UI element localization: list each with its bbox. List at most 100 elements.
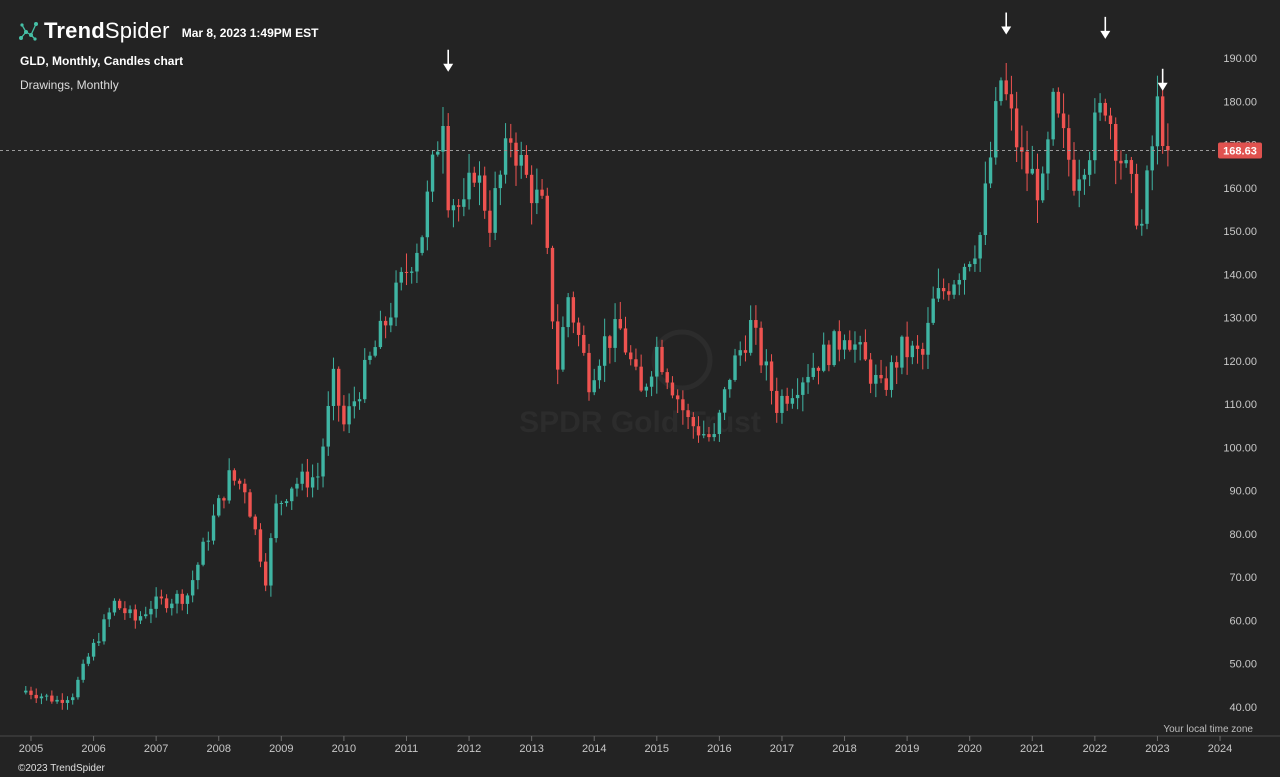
candle xyxy=(811,352,815,380)
candle-body xyxy=(1041,173,1045,201)
candle-body xyxy=(227,470,231,501)
candle-body xyxy=(775,390,779,413)
candle xyxy=(1129,156,1134,194)
candle-body xyxy=(1098,102,1102,113)
candle-body xyxy=(409,271,414,273)
candle-body xyxy=(1108,115,1113,124)
candle xyxy=(936,268,941,303)
candle-body xyxy=(827,344,831,366)
candle-body xyxy=(420,237,424,253)
candle xyxy=(691,412,696,439)
candle-body xyxy=(71,697,75,701)
candle xyxy=(717,409,722,442)
candle-body xyxy=(342,405,346,425)
candle xyxy=(347,393,351,434)
candle xyxy=(649,371,654,397)
candle xyxy=(801,377,805,412)
down-arrow-icon xyxy=(1157,68,1168,91)
candle xyxy=(894,355,899,385)
candle-body xyxy=(1025,151,1029,174)
candle-body xyxy=(629,352,633,360)
trendspider-logo[interactable]: TrendSpider xyxy=(16,18,170,44)
symbol-line[interactable]: GLD, Monthly, Candles chart xyxy=(20,54,184,68)
y-tick-label: 100.00 xyxy=(1223,442,1257,454)
candle xyxy=(868,352,873,394)
candle xyxy=(467,153,471,210)
candle-body xyxy=(91,642,96,657)
candle xyxy=(409,267,414,284)
candle-body xyxy=(441,125,445,152)
candle-body xyxy=(848,340,852,350)
y-tick-label: 80.00 xyxy=(1229,529,1257,541)
last-price-tag[interactable] xyxy=(1218,142,1262,159)
y-tick-label: 160.00 xyxy=(1223,183,1257,195)
candle xyxy=(889,355,894,398)
candle-body xyxy=(1020,147,1024,152)
down-arrow-icon xyxy=(443,49,454,72)
candle-body xyxy=(415,252,419,272)
candle-body xyxy=(1134,173,1139,226)
candle-body xyxy=(608,336,612,348)
candle xyxy=(644,383,649,397)
candle xyxy=(1108,107,1113,140)
candle-body xyxy=(248,492,252,517)
candle-body xyxy=(801,382,805,395)
candle xyxy=(879,359,883,384)
drawings-line[interactable]: Drawings, Monthly xyxy=(20,78,119,92)
candle-body xyxy=(483,175,487,211)
candle-body xyxy=(556,321,560,370)
candle xyxy=(180,589,184,611)
x-tick-label: 2020 xyxy=(957,743,981,755)
candle xyxy=(545,187,549,255)
candle xyxy=(44,693,49,701)
candle xyxy=(681,390,685,425)
candle xyxy=(34,688,38,704)
candle xyxy=(383,316,388,339)
candle xyxy=(269,533,273,597)
candle xyxy=(1145,165,1149,230)
candle-body xyxy=(613,319,617,348)
candle-body xyxy=(1160,96,1165,147)
candle-body xyxy=(592,380,596,393)
candle-body xyxy=(649,376,654,387)
candle xyxy=(112,598,117,616)
candle xyxy=(707,426,711,442)
candle-body xyxy=(623,328,628,353)
candle xyxy=(295,477,299,497)
candle-body xyxy=(44,695,49,697)
candle-body xyxy=(1035,168,1040,201)
candle xyxy=(91,638,96,661)
candle xyxy=(947,283,951,301)
x-axis[interactable]: 2005 2006 2007 2008 2009 2010 2011 2012 2013 2014… xyxy=(0,735,1280,755)
candle-body xyxy=(795,394,800,399)
x-tick-label: 2018 xyxy=(832,743,856,755)
candle-body xyxy=(253,516,257,530)
candle xyxy=(696,416,701,443)
candle xyxy=(1067,114,1071,177)
candle xyxy=(50,690,54,704)
candle-body xyxy=(816,367,821,371)
candle xyxy=(321,438,325,488)
candle-body xyxy=(1009,94,1014,109)
y-tick-label: 180.00 xyxy=(1223,96,1257,108)
brand-bold: Trend xyxy=(44,18,105,43)
candle-body xyxy=(1087,160,1092,175)
y-axis[interactable]: 40.00 50.00 60.00 70.00 80.00 90.00 100.00 110.… xyxy=(1223,53,1257,714)
candle xyxy=(795,378,800,410)
candle-body xyxy=(305,471,310,488)
y-tick-label: 60.00 xyxy=(1229,615,1257,627)
x-tick-label: 2019 xyxy=(895,743,919,755)
candle-body xyxy=(436,151,440,155)
x-tick-label: 2010 xyxy=(332,743,356,755)
candle-body xyxy=(1114,123,1118,161)
candle xyxy=(274,494,278,543)
candle-body xyxy=(764,361,769,366)
candle-body xyxy=(905,336,909,358)
candle xyxy=(571,291,576,334)
candle-body xyxy=(879,374,883,379)
candle-body xyxy=(331,368,336,407)
candle xyxy=(900,335,904,375)
candle xyxy=(149,600,153,624)
timezone-label[interactable]: Your local time zone xyxy=(1163,724,1253,735)
